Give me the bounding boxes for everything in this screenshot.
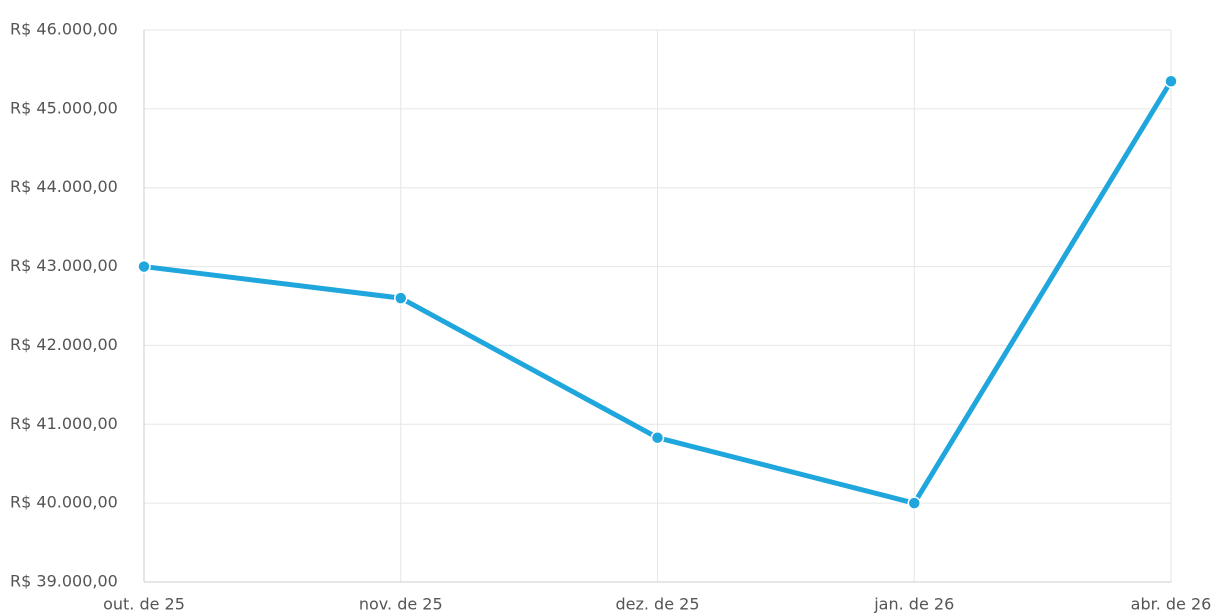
y-tick-label: R$ 40.000,00 bbox=[10, 493, 118, 512]
y-tick-label: R$ 42.000,00 bbox=[10, 335, 118, 354]
x-tick-label: jan. de 26 bbox=[873, 595, 954, 614]
y-tick-label: R$ 46.000,00 bbox=[10, 20, 118, 39]
x-tick-label: nov. de 25 bbox=[359, 595, 443, 614]
point bbox=[907, 496, 921, 510]
y-tick-label: R$ 45.000,00 bbox=[10, 98, 118, 117]
y-tick-label: R$ 43.000,00 bbox=[10, 256, 118, 275]
y-tick-label: R$ 39.000,00 bbox=[10, 572, 118, 591]
y-tick-label: R$ 41.000,00 bbox=[10, 414, 118, 433]
x-tick-label: dez. de 25 bbox=[615, 595, 699, 614]
x-tick-label: out. de 25 bbox=[103, 595, 185, 614]
point bbox=[394, 291, 408, 305]
point bbox=[1164, 74, 1178, 89]
point bbox=[650, 430, 665, 445]
y-tick-label: R$ 44.000,00 bbox=[10, 177, 118, 196]
x-tick-label: abr. de 26 bbox=[1131, 595, 1211, 614]
point bbox=[137, 259, 151, 274]
